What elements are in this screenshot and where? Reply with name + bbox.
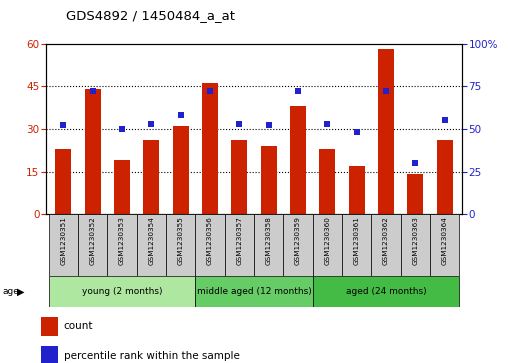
Text: GSM1230353: GSM1230353 — [119, 216, 125, 265]
Text: GSM1230364: GSM1230364 — [441, 216, 448, 265]
Text: count: count — [64, 321, 93, 331]
Bar — [55, 149, 72, 214]
Bar — [137, 214, 166, 276]
Text: ▶: ▶ — [17, 286, 24, 296]
Bar — [378, 49, 394, 214]
Point — [235, 121, 243, 127]
Bar — [231, 140, 247, 214]
Bar — [254, 214, 283, 276]
Point — [206, 89, 214, 94]
Bar — [319, 149, 335, 214]
Text: GSM1230358: GSM1230358 — [266, 216, 272, 265]
Bar — [371, 214, 401, 276]
Text: GSM1230355: GSM1230355 — [178, 216, 184, 265]
Bar — [261, 146, 277, 214]
Text: age: age — [3, 287, 19, 296]
Point — [353, 129, 361, 135]
Point — [411, 160, 420, 166]
Bar — [196, 214, 225, 276]
Bar — [196, 276, 312, 307]
Point — [265, 123, 273, 129]
Bar — [342, 214, 371, 276]
Bar — [41, 317, 57, 336]
Bar — [312, 214, 342, 276]
Bar — [114, 160, 130, 214]
Point — [59, 123, 68, 129]
Bar — [78, 214, 107, 276]
Bar — [430, 214, 459, 276]
Bar — [225, 214, 254, 276]
Point — [118, 126, 126, 132]
Point — [177, 112, 185, 118]
Bar — [348, 166, 365, 214]
Point — [440, 117, 449, 123]
Text: GSM1230354: GSM1230354 — [148, 216, 154, 265]
Bar — [85, 89, 101, 214]
Bar — [41, 346, 57, 363]
Text: GSM1230360: GSM1230360 — [324, 216, 330, 265]
Bar — [173, 126, 189, 214]
Text: GSM1230362: GSM1230362 — [383, 216, 389, 265]
Text: GSM1230356: GSM1230356 — [207, 216, 213, 265]
Point — [294, 89, 302, 94]
Text: GDS4892 / 1450484_a_at: GDS4892 / 1450484_a_at — [66, 9, 235, 22]
Bar — [290, 106, 306, 214]
Text: GSM1230363: GSM1230363 — [412, 216, 419, 265]
Text: young (2 months): young (2 months) — [82, 287, 162, 296]
Bar — [166, 214, 196, 276]
Point — [147, 121, 155, 127]
Bar — [436, 140, 453, 214]
Bar — [202, 83, 218, 214]
Bar — [143, 140, 160, 214]
Text: GSM1230359: GSM1230359 — [295, 216, 301, 265]
Bar — [407, 174, 423, 214]
Bar — [283, 214, 312, 276]
Point — [382, 89, 390, 94]
Text: percentile rank within the sample: percentile rank within the sample — [64, 351, 240, 361]
Bar — [49, 276, 196, 307]
Point — [323, 121, 331, 127]
Bar — [49, 214, 78, 276]
Text: GSM1230357: GSM1230357 — [236, 216, 242, 265]
Bar — [107, 214, 137, 276]
Text: GSM1230352: GSM1230352 — [89, 216, 96, 265]
Text: GSM1230361: GSM1230361 — [354, 216, 360, 265]
Bar — [312, 276, 459, 307]
Point — [88, 89, 97, 94]
Text: middle aged (12 months): middle aged (12 months) — [197, 287, 311, 296]
Bar — [401, 214, 430, 276]
Text: aged (24 months): aged (24 months) — [346, 287, 426, 296]
Text: GSM1230351: GSM1230351 — [60, 216, 67, 265]
